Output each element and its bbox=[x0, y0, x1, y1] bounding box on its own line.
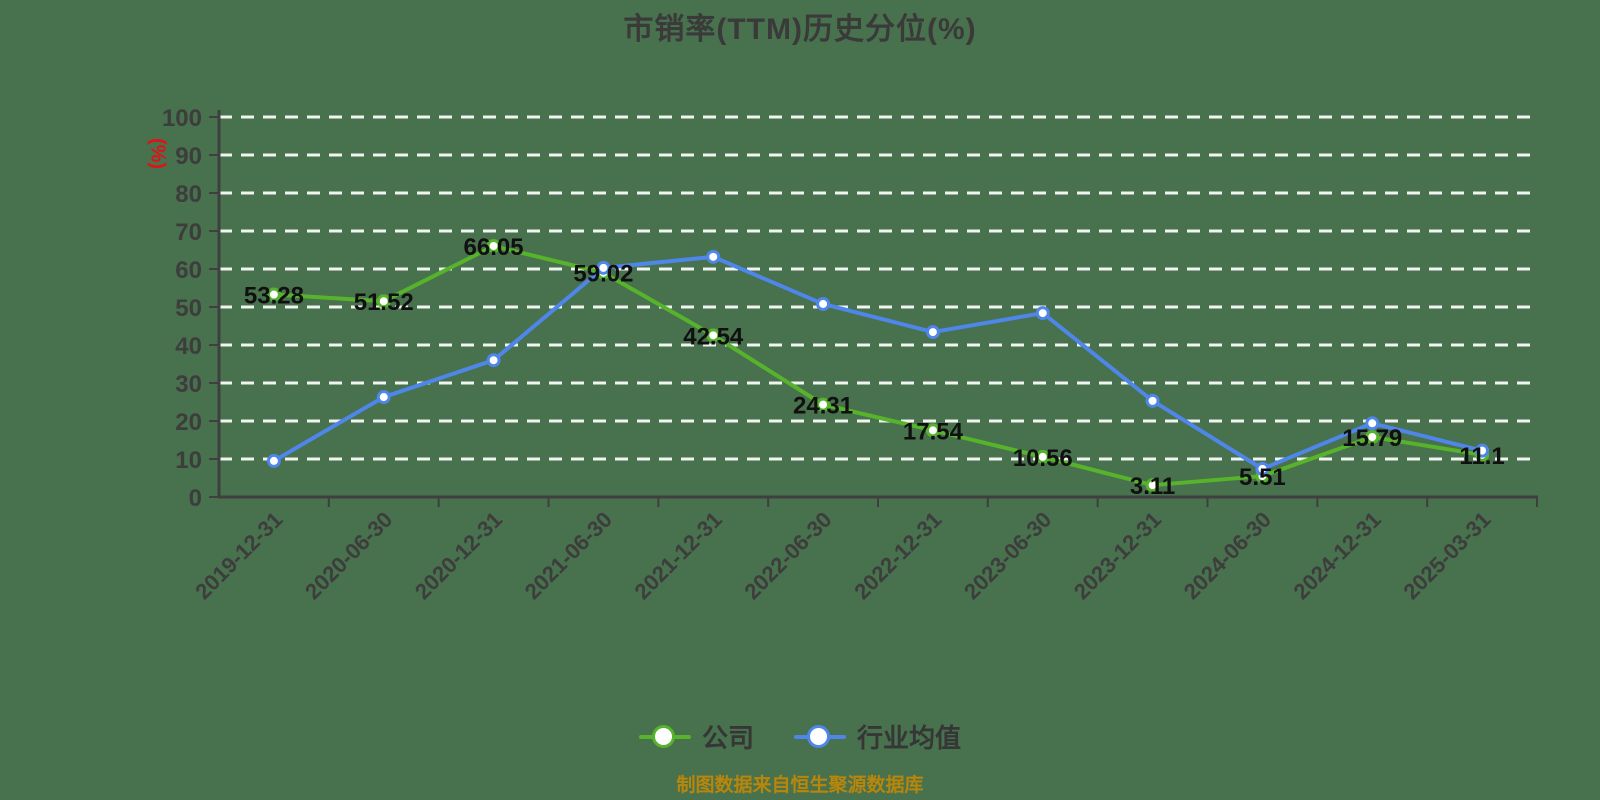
y-axis-tick-label: 80 bbox=[175, 181, 202, 208]
y-axis-tick-label: 20 bbox=[175, 409, 202, 436]
y-axis-tick-label: 90 bbox=[175, 143, 202, 170]
data-point-label: 59.02 bbox=[573, 261, 633, 288]
x-axis-tick-label: 2022-06-30 bbox=[739, 507, 836, 604]
chart-title: 市销率(TTM)历史分位(%) bbox=[623, 13, 977, 46]
data-point-marker bbox=[1035, 306, 1050, 321]
x-axis-tick-label: 2025-03-31 bbox=[1398, 507, 1495, 604]
y-axis-tick-label: 100 bbox=[162, 105, 202, 132]
x-axis-tick-label: 2022-12-31 bbox=[849, 507, 946, 604]
data-point-marker bbox=[1475, 443, 1490, 458]
data-point-marker bbox=[1145, 393, 1160, 408]
data-point-marker bbox=[1145, 478, 1160, 493]
data-point-marker bbox=[925, 423, 940, 438]
data-point-marker bbox=[266, 287, 281, 302]
data-point-marker bbox=[706, 249, 721, 264]
data-point-label: 17.54 bbox=[903, 418, 964, 445]
chart-legend: 公司 行业均值 bbox=[0, 718, 1600, 755]
data-point-marker bbox=[706, 328, 721, 343]
x-axis-tick-label: 2024-06-30 bbox=[1179, 507, 1276, 604]
y-axis-tick-label: 50 bbox=[175, 295, 202, 322]
data-point-marker bbox=[1255, 461, 1270, 476]
data-point-marker bbox=[376, 294, 391, 309]
y-axis-tick-label: 70 bbox=[175, 219, 202, 246]
x-axis-tick-label: 2023-06-30 bbox=[959, 507, 1056, 604]
data-point-marker bbox=[925, 325, 940, 340]
x-axis-tick-label: 2021-12-31 bbox=[630, 507, 727, 604]
legend-marker-company-icon bbox=[638, 724, 691, 750]
y-axis-tick-label: 0 bbox=[189, 485, 202, 512]
series-line-1 bbox=[271, 254, 1485, 471]
data-point-label: 53.28 bbox=[244, 283, 304, 310]
legend-label-company: 公司 bbox=[701, 723, 754, 753]
y-axis-tick-label: 60 bbox=[175, 257, 202, 284]
x-axis-tick-label: 2024-12-31 bbox=[1289, 507, 1386, 604]
data-point-marker bbox=[816, 397, 831, 412]
x-axis-tick-label: 2021-06-30 bbox=[520, 507, 617, 604]
x-axis-tick-label: 2019-12-31 bbox=[190, 507, 287, 604]
data-point-marker bbox=[596, 260, 611, 275]
legend-marker-industry-icon bbox=[794, 724, 846, 750]
y-axis-tick-label: 10 bbox=[175, 447, 202, 474]
data-point-label: 15.79 bbox=[1342, 425, 1402, 452]
data-point-marker bbox=[486, 353, 501, 368]
x-axis-tick-label: 2023-12-31 bbox=[1069, 507, 1166, 604]
y-axis-tick-label: 30 bbox=[175, 371, 202, 398]
data-source-note: 制图数据来自恒生聚源数据库 bbox=[676, 775, 924, 796]
legend-label-industry-average: 行业均值 bbox=[857, 723, 962, 753]
data-point-marker bbox=[1035, 449, 1050, 464]
data-point-label: 42.54 bbox=[683, 323, 744, 350]
data-point-label: 11.1 bbox=[1459, 443, 1504, 470]
data-point-marker bbox=[266, 453, 281, 468]
legend-item-company[interactable]: 公司 bbox=[638, 718, 754, 755]
data-point-marker bbox=[486, 239, 501, 254]
data-point-label: 24.31 bbox=[793, 393, 853, 420]
data-point-label: 5.51 bbox=[1239, 464, 1286, 491]
series-line-0 bbox=[271, 244, 1485, 488]
data-point-label: 66.05 bbox=[464, 234, 524, 261]
data-point-marker bbox=[816, 296, 831, 311]
y-axis-tick-label: 40 bbox=[175, 333, 202, 360]
legend-item-industry-average[interactable]: 行业均值 bbox=[794, 718, 961, 755]
data-point-label: 10.56 bbox=[1013, 445, 1073, 472]
x-axis-tick-label: 2020-12-31 bbox=[410, 507, 507, 604]
x-axis-tick-label: 2020-06-30 bbox=[300, 507, 397, 604]
data-point-marker bbox=[1365, 416, 1380, 431]
data-point-label: 3.11 bbox=[1130, 473, 1175, 500]
data-point-marker bbox=[376, 390, 391, 405]
data-point-marker bbox=[1365, 429, 1380, 444]
data-point-label: 51.52 bbox=[354, 289, 414, 316]
